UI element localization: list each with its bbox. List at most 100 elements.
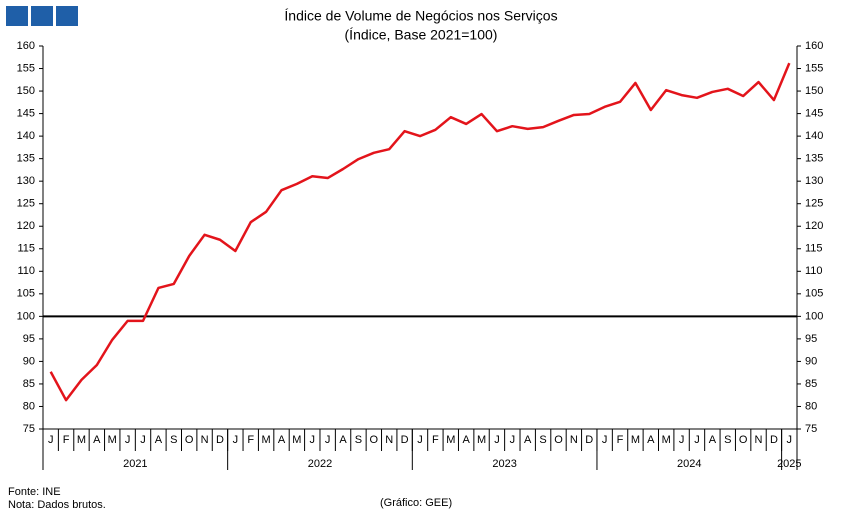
y2-tick-label: 90 (805, 355, 817, 367)
x-tick-label: J (140, 434, 146, 446)
x-tick-label: A (462, 434, 470, 446)
y2-tick-label: 115 (805, 243, 823, 255)
x-tick-label: M (108, 434, 117, 446)
y-tick-label: 75 (23, 423, 35, 435)
y-tick-label: 150 (17, 85, 35, 97)
x-tick-label: M (446, 434, 455, 446)
data-line (49, 62, 791, 402)
year-label: 2022 (308, 458, 332, 470)
y2-tick-label: 135 (805, 153, 823, 165)
x-tick-label: O (185, 434, 194, 446)
y-tick-label: 120 (17, 220, 35, 232)
x-tick-label: M (292, 434, 301, 446)
x-tick-label: F (63, 434, 70, 446)
y-tick-label: 130 (17, 175, 35, 187)
x-tick-label: A (524, 434, 532, 446)
x-tick-label: M (477, 434, 486, 446)
x-tick-label: S (539, 434, 546, 446)
note: Nota: Dados brutos. (8, 499, 106, 511)
x-tick-label: N (755, 434, 763, 446)
x-tick-label: F (247, 434, 254, 446)
source: Fonte: INE (8, 486, 61, 498)
logo-block (56, 6, 78, 26)
y-tick-label: 155 (17, 62, 35, 74)
y-tick-label: 90 (23, 355, 35, 367)
y2-tick-label: 150 (805, 85, 823, 97)
x-tick-label: S (724, 434, 731, 446)
x-tick-label: N (570, 434, 578, 446)
x-tick-label: S (355, 434, 362, 446)
y-tick-label: 110 (17, 265, 35, 277)
y2-tick-label: 125 (805, 198, 823, 210)
x-tick-label: A (93, 434, 101, 446)
x-tick-label: N (201, 434, 209, 446)
y-tick-label: 100 (17, 310, 35, 322)
x-tick-label: F (432, 434, 439, 446)
x-tick-label: A (278, 434, 286, 446)
year-label: 2023 (492, 458, 516, 470)
y2-tick-label: 140 (805, 130, 823, 142)
chart-title: Índice de Volume de Negócios nos Serviço… (284, 8, 557, 24)
x-tick-label: A (647, 434, 655, 446)
y2-tick-label: 105 (805, 288, 823, 300)
x-tick-label: O (554, 434, 563, 446)
x-tick-label: J (602, 434, 608, 446)
y-tick-label: 85 (23, 378, 35, 390)
x-tick-label: N (385, 434, 393, 446)
year-label: 2025 (777, 458, 801, 470)
x-tick-label: A (339, 434, 347, 446)
x-tick-label: J (787, 434, 793, 446)
year-label: 2024 (677, 458, 701, 470)
x-tick-label: J (125, 434, 131, 446)
y2-tick-label: 110 (805, 265, 823, 277)
y2-tick-label: 120 (805, 220, 823, 232)
y2-tick-label: 100 (805, 310, 823, 322)
logo-block (31, 6, 53, 26)
x-tick-label: M (77, 434, 86, 446)
y-tick-label: 105 (17, 288, 35, 300)
x-tick-label: M (631, 434, 640, 446)
y-tick-label: 135 (17, 153, 35, 165)
x-tick-label: J (310, 434, 316, 446)
x-tick-label: A (709, 434, 717, 446)
y-tick-label: 160 (17, 40, 35, 52)
credit: (Gráfico: GEE) (380, 497, 452, 509)
y2-tick-label: 75 (805, 423, 817, 435)
x-tick-label: J (48, 434, 54, 446)
y2-tick-label: 95 (805, 333, 817, 345)
chart-subtitle: (Índice, Base 2021=100) (345, 27, 498, 43)
y2-tick-label: 130 (805, 175, 823, 187)
y-tick-label: 125 (17, 198, 35, 210)
x-tick-label: D (770, 434, 778, 446)
y2-tick-label: 145 (805, 107, 823, 119)
y2-tick-label: 80 (805, 400, 817, 412)
y-tick-label: 140 (17, 130, 35, 142)
x-tick-label: D (216, 434, 224, 446)
y2-tick-label: 160 (805, 40, 823, 52)
y-tick-label: 80 (23, 400, 35, 412)
year-label: 2021 (123, 458, 147, 470)
x-tick-label: J (679, 434, 685, 446)
x-tick-label: M (662, 434, 671, 446)
x-tick-label: O (370, 434, 379, 446)
x-tick-label: O (739, 434, 748, 446)
x-tick-label: S (170, 434, 177, 446)
y2-tick-label: 85 (805, 378, 817, 390)
x-tick-label: J (694, 434, 700, 446)
x-tick-label: A (155, 434, 163, 446)
y-tick-label: 95 (23, 333, 35, 345)
x-tick-label: J (325, 434, 331, 446)
x-tick-label: J (417, 434, 423, 446)
x-tick-label: J (494, 434, 500, 446)
x-tick-label: J (233, 434, 239, 446)
y2-tick-label: 155 (805, 62, 823, 74)
x-tick-label: D (585, 434, 593, 446)
x-tick-label: D (401, 434, 409, 446)
x-tick-label: M (262, 434, 271, 446)
x-tick-label: F (617, 434, 624, 446)
x-tick-label: J (510, 434, 516, 446)
logo-block (6, 6, 28, 26)
y-tick-label: 115 (17, 243, 35, 255)
